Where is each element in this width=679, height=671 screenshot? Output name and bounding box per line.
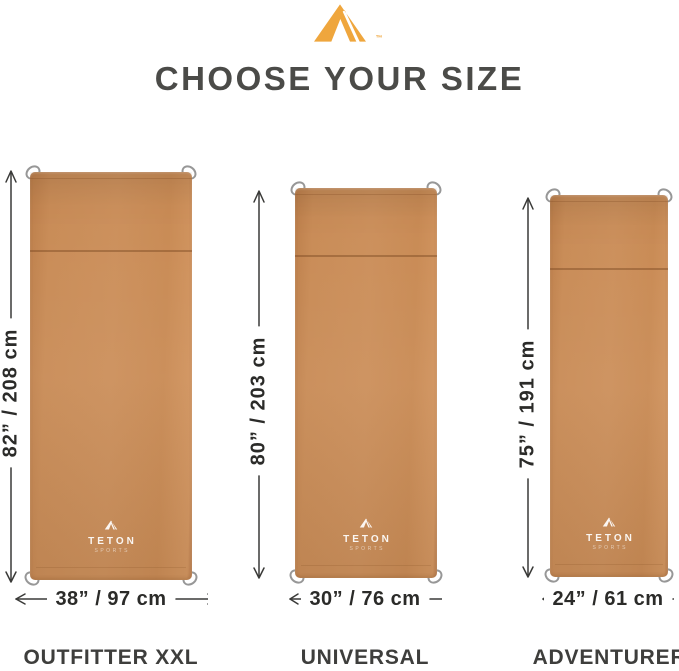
length-dimension-outfitter-xxl: 82” / 208 cm [0, 166, 25, 586]
pad-surface [30, 172, 192, 580]
sleeping-pad-adventurer: TETON SPORTS [541, 185, 677, 586]
tent-logo-icon [313, 4, 366, 42]
product-name-universal-xl: UNIVERSAL XL [300, 646, 430, 671]
sleeping-pad-universal-xl: TETON SPORTS [286, 178, 446, 587]
trademark-symbol: ™ [375, 35, 383, 42]
left-arrow-icon [542, 597, 545, 601]
length-dimension-label: 82” / 208 cm [0, 318, 25, 468]
left-arrow-icon [289, 593, 302, 605]
width-dimension-outfitter-xxl: 38” / 97 cm [14, 586, 208, 612]
pad-logo-name: TETON [88, 536, 137, 547]
width-dimension-label: 30” / 76 cm [309, 587, 421, 610]
right-arrow-icon [428, 598, 442, 600]
pad-logo: TETON SPORTS [295, 515, 437, 552]
pad-logo-name: TETON [343, 534, 392, 545]
length-dimension-label: 80” / 203 cm [245, 326, 273, 476]
pillow-seam [30, 172, 192, 252]
width-dimension-universal-xl: 30” / 76 cm [288, 586, 442, 612]
pad-logo-subtext: SPORTS [94, 548, 130, 554]
pad-logo: TETON SPORTS [550, 514, 668, 551]
pillow-seam [295, 188, 437, 257]
sleeping-pad-outfitter-xxl: TETON SPORTS [21, 162, 201, 589]
left-arrow-icon [15, 593, 48, 605]
brand-logo: ™ [306, 3, 383, 45]
length-dimension-label: 75” / 191 cm [514, 329, 542, 479]
pad-logo-subtext: SPORTS [349, 546, 385, 552]
page-title: CHOOSE YOUR SIZE [154, 60, 525, 97]
pad-logo-tent-icon [104, 520, 118, 530]
pad-logo-tent-icon [359, 518, 373, 528]
pad-logo-subtext: SPORTS [592, 545, 628, 551]
width-dimension-label: 24” / 61 cm [552, 587, 664, 610]
pad-logo-name: TETON [586, 533, 635, 544]
pad-logo: TETON SPORTS [30, 517, 192, 554]
pad-logo-tent-icon [602, 517, 616, 527]
right-arrow-icon [671, 598, 674, 600]
pad-surface [295, 188, 437, 578]
right-arrow-icon [174, 593, 208, 605]
width-dimension-adventurer: 24” / 61 cm [542, 586, 674, 612]
width-dimension-label: 38” / 97 cm [55, 587, 167, 610]
pillow-seam [550, 195, 668, 270]
product-name-outfitter-xxl: OUTFITTER XXL [23, 646, 199, 669]
product-name-adventurer: ADVENTURER [532, 646, 679, 669]
pad-surface [550, 195, 668, 577]
length-dimension-adventurer: 75” / 191 cm [514, 193, 542, 581]
length-dimension-universal-xl: 80” / 203 cm [245, 186, 273, 582]
